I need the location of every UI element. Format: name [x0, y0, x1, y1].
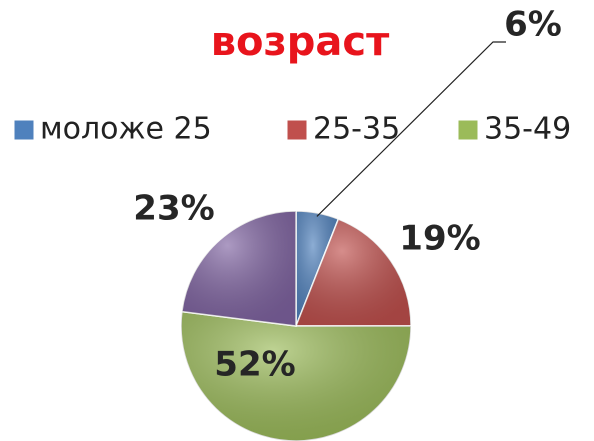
legend-label: моложе 25 — [40, 112, 212, 147]
data-label: 23% — [133, 189, 214, 229]
legend-label: 35-49 — [484, 112, 571, 147]
legend-label: 25-35 — [313, 112, 400, 147]
legend-swatch — [13, 119, 35, 141]
leader-line — [316, 41, 506, 217]
legend-swatch — [457, 119, 479, 141]
data-label: 6% — [504, 5, 562, 45]
legend-swatch — [286, 119, 308, 141]
chart-title: возраст — [211, 19, 390, 65]
data-label: 52% — [214, 345, 295, 385]
data-label: 19% — [399, 219, 480, 259]
